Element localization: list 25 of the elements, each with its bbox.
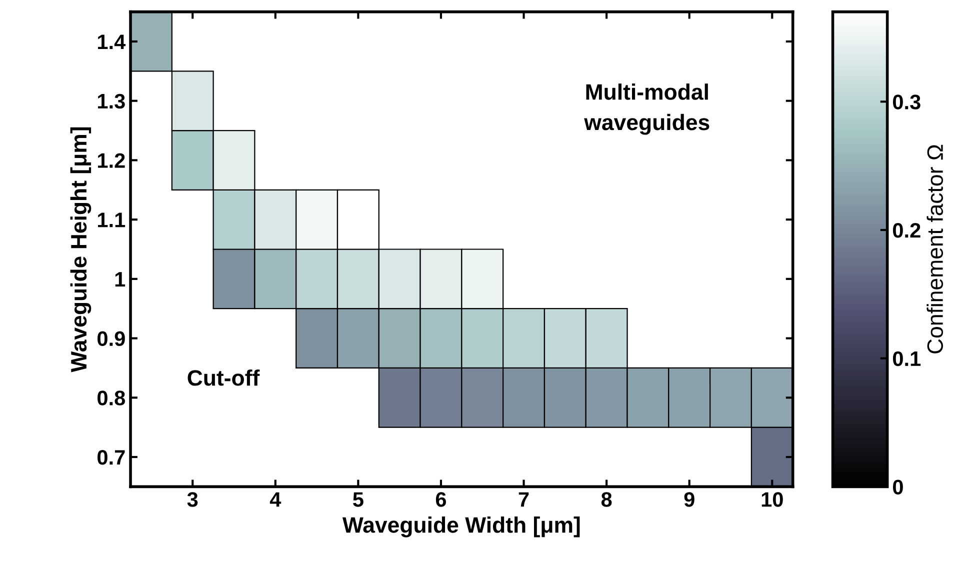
x-tick-label: 8 [601,492,612,507]
x-axis-title: Waveguide Width [μm] [342,516,580,538]
y-tick-label: 0.9 [98,331,125,346]
y-tick-label: 1.3 [98,94,125,109]
x-tick-label: 3 [187,492,198,507]
color-bar-label: 0.2 [893,222,920,238]
y-tick-label: 1.4 [98,34,126,50]
x-tick-label: 6 [436,492,446,507]
x-tick-label: 5 [353,492,364,507]
y-tick-label: 0.8 [98,390,126,406]
y-tick-label: 1 [115,272,126,286]
y-tick-label: 1.1 [98,212,126,228]
annotation: Multi-modal waveguides [584,84,710,135]
y-tick-label: 1.2 [98,153,125,168]
y-axis-title: Waveguide Height [μm] [70,127,92,372]
color-bar-label: 0.1 [893,351,921,366]
x-tick-label: 10 [762,492,783,507]
y-tick-label: 0.7 [98,450,125,465]
color-bar-label: 0 [893,480,903,494]
x-tick-label: 9 [684,492,694,507]
color-bar-label: 0.3 [893,94,920,110]
color-bar-title: Confinement factor Ω [926,144,944,354]
x-tick-label: 4 [270,492,282,507]
x-tick-label: 7 [518,492,529,507]
annotation: Cut-off [188,369,260,386]
